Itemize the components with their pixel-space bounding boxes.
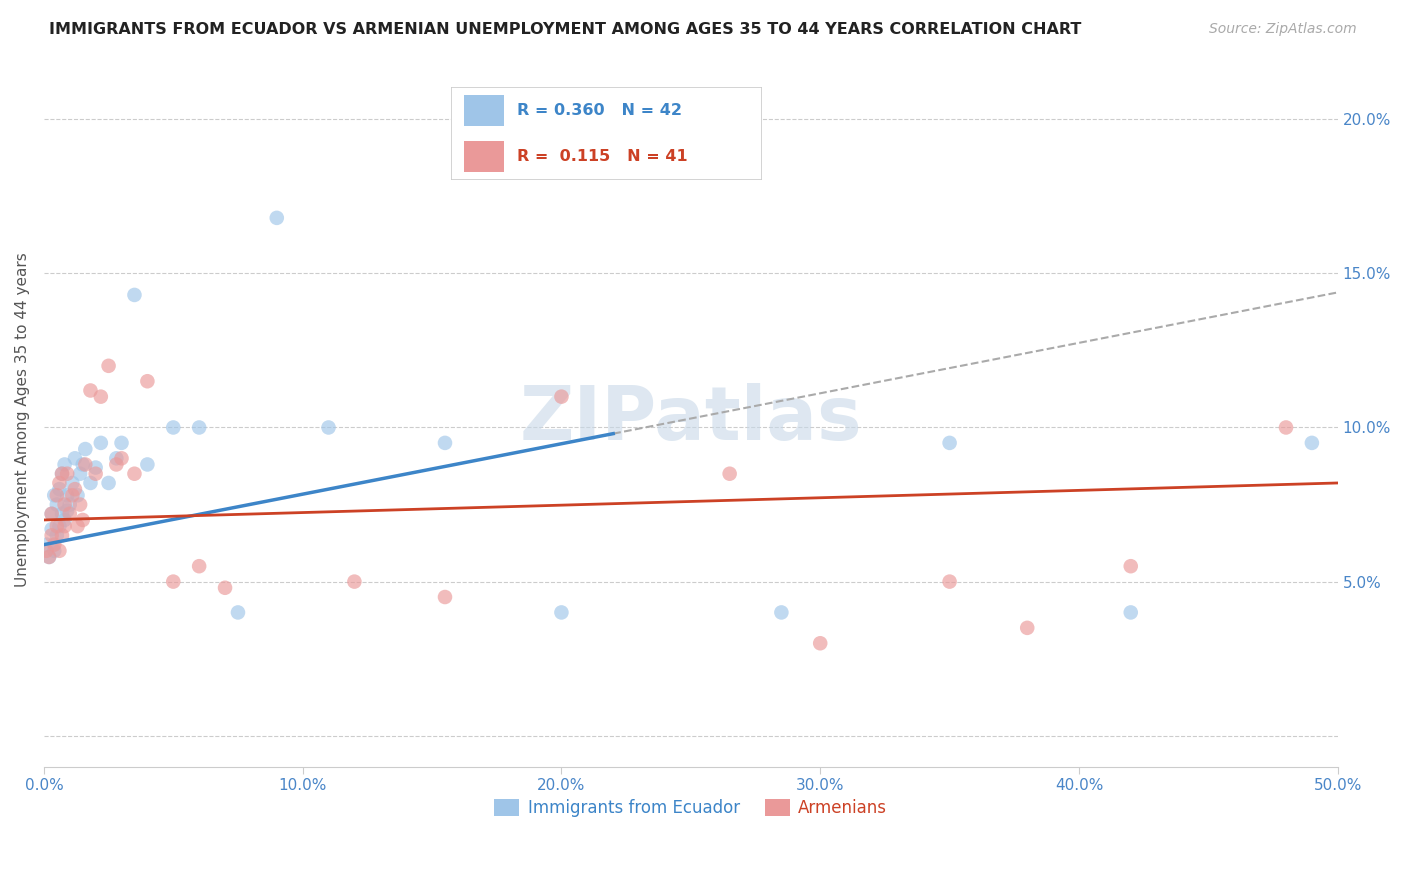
Point <box>79 384 101 398</box>
Point <box>53 513 76 527</box>
Point <box>51 528 73 542</box>
Point <box>1119 606 1142 620</box>
Point <box>97 359 120 373</box>
Point <box>90 390 112 404</box>
Point <box>44 488 66 502</box>
Point <box>41 528 63 542</box>
Point <box>48 519 70 533</box>
Point <box>44 538 66 552</box>
Point <box>1301 436 1323 450</box>
Point <box>1017 621 1039 635</box>
Point <box>188 559 211 574</box>
Point <box>124 288 146 302</box>
Y-axis label: Unemployment Among Ages 35 to 44 years: Unemployment Among Ages 35 to 44 years <box>15 252 30 587</box>
Point <box>41 507 63 521</box>
Point <box>66 519 89 533</box>
Point <box>38 549 60 564</box>
Point <box>56 488 79 502</box>
Text: Source: ZipAtlas.com: Source: ZipAtlas.com <box>1209 22 1357 37</box>
Point <box>84 460 107 475</box>
Point <box>550 606 572 620</box>
Point <box>266 211 288 225</box>
Point <box>75 458 97 472</box>
Point <box>53 498 76 512</box>
Point <box>226 606 249 620</box>
Point <box>69 467 91 481</box>
Point <box>41 522 63 536</box>
Point <box>97 475 120 490</box>
Point <box>75 442 97 456</box>
Point <box>162 420 184 434</box>
Point <box>45 498 67 512</box>
Point <box>53 519 76 533</box>
Point <box>1275 420 1298 434</box>
Point <box>45 488 67 502</box>
Point <box>90 436 112 450</box>
Point <box>110 436 132 450</box>
Point <box>59 507 82 521</box>
Point <box>48 543 70 558</box>
Point <box>938 436 960 450</box>
Point <box>136 374 159 388</box>
Point <box>718 467 741 481</box>
Point <box>53 458 76 472</box>
Point <box>105 458 128 472</box>
Point <box>63 451 86 466</box>
Point <box>1119 559 1142 574</box>
Point <box>433 590 456 604</box>
Point <box>56 467 79 481</box>
Point <box>60 488 83 502</box>
Point <box>56 504 79 518</box>
Point <box>72 458 94 472</box>
Legend: Immigrants from Ecuador, Armenians: Immigrants from Ecuador, Armenians <box>488 793 894 824</box>
Point <box>35 543 58 558</box>
Text: ZIPatlas: ZIPatlas <box>519 384 862 457</box>
Point <box>48 475 70 490</box>
Point <box>69 498 91 512</box>
Point <box>550 390 572 404</box>
Point <box>48 482 70 496</box>
Point <box>124 467 146 481</box>
Point <box>188 420 211 434</box>
Point <box>63 482 86 496</box>
Point <box>72 513 94 527</box>
Point <box>770 606 793 620</box>
Point <box>214 581 236 595</box>
Point <box>45 519 67 533</box>
Point <box>343 574 366 589</box>
Point <box>136 458 159 472</box>
Point <box>38 549 60 564</box>
Text: IMMIGRANTS FROM ECUADOR VS ARMENIAN UNEMPLOYMENT AMONG AGES 35 TO 44 YEARS CORRE: IMMIGRANTS FROM ECUADOR VS ARMENIAN UNEM… <box>49 22 1081 37</box>
Point <box>44 543 66 558</box>
Point <box>162 574 184 589</box>
Point <box>51 467 73 481</box>
Point <box>35 538 58 552</box>
Point <box>84 467 107 481</box>
Point <box>66 488 89 502</box>
Point <box>60 475 83 490</box>
Point <box>105 451 128 466</box>
Point <box>41 507 63 521</box>
Point <box>59 498 82 512</box>
Point <box>433 436 456 450</box>
Point <box>110 451 132 466</box>
Point <box>45 528 67 542</box>
Point <box>79 475 101 490</box>
Point <box>318 420 340 434</box>
Point <box>938 574 960 589</box>
Point <box>51 507 73 521</box>
Point <box>51 467 73 481</box>
Point <box>808 636 831 650</box>
